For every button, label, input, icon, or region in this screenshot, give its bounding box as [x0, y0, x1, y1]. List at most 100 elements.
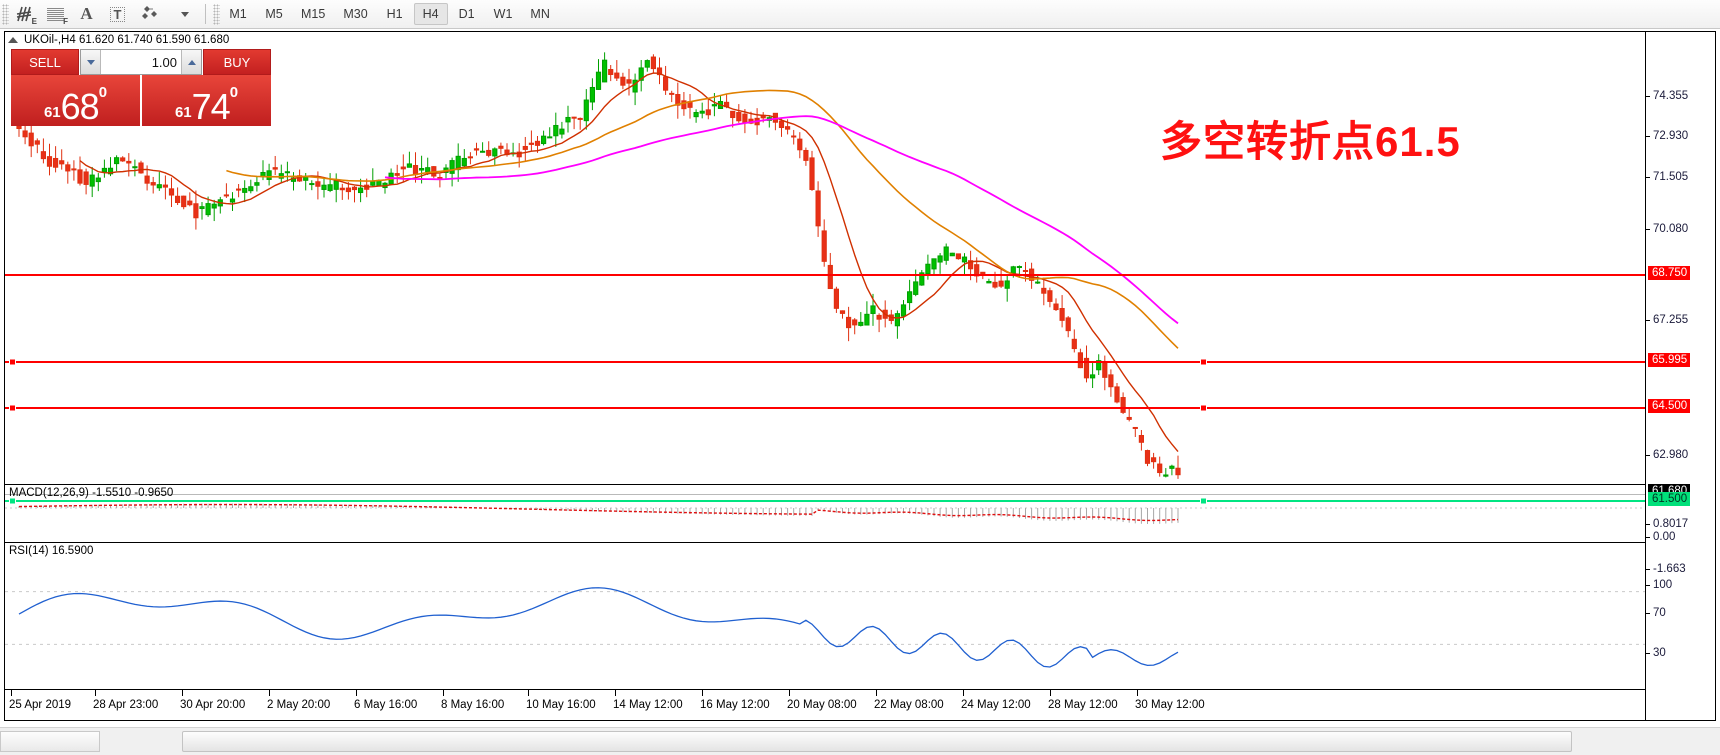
timeframe-button-m30[interactable]: M30: [343, 7, 368, 21]
time-axis-tick: [269, 690, 270, 696]
sell-price-display[interactable]: 61 68 0: [11, 75, 140, 126]
time-axis-label: 6 May 16:00: [354, 699, 418, 711]
templates-sub-label: F: [63, 16, 68, 26]
macd-axis-tick: [1646, 524, 1650, 525]
timeframe-button-m1[interactable]: M1: [229, 7, 247, 21]
toolbar-grip[interactable]: [2, 3, 9, 25]
price-axis-tick: [1646, 229, 1650, 230]
time-axis-tick: [11, 690, 12, 696]
time-axis-label: 16 May 12:00: [700, 699, 770, 711]
price-level-badge-red[interactable]: 65.995: [1648, 353, 1691, 367]
price-level-line[interactable]: [5, 407, 1645, 409]
time-axis-label: 20 May 08:00: [787, 699, 857, 711]
macd-axis-label: 0.00: [1653, 531, 1676, 543]
chart-info-text: UKOil-,H4 61.620 61.740 61.590 61.680: [24, 33, 230, 46]
buy-price-fraction: 0: [229, 84, 239, 101]
time-axis-tick: [443, 690, 444, 696]
level-line-handle[interactable]: [9, 404, 16, 412]
volume-input[interactable]: 1.00: [151, 54, 177, 70]
timeframe-button-h4[interactable]: H4: [413, 3, 448, 25]
sell-price-main: 68: [60, 86, 100, 126]
chart-frame[interactable]: UKOil-,H4 61.620 61.740 61.590 61.680 多空…: [4, 31, 1716, 721]
timeframe-grip[interactable]: [213, 3, 220, 25]
timeframe-button-h1[interactable]: H1: [386, 7, 403, 21]
volume-increase-button[interactable]: [181, 50, 201, 74]
text-tool-icon[interactable]: A: [80, 4, 93, 23]
rsi-canvas: [5, 587, 1645, 668]
sell-button[interactable]: SELL: [11, 49, 79, 75]
price-chart-canvas: [16, 52, 1181, 479]
timeframe-button-w1[interactable]: W1: [493, 7, 513, 21]
text-label-tool-icon[interactable]: T: [102, 1, 133, 28]
buy-button[interactable]: BUY: [203, 49, 271, 75]
price-axis-label: 70.080: [1653, 223, 1689, 235]
volume-decrease-button[interactable]: [81, 50, 101, 74]
price-pane[interactable]: [5, 32, 1645, 485]
time-axis-tick: [615, 690, 616, 696]
time-axis-tick: [528, 690, 529, 696]
trade-panel-top-row: SELL 1.00 BUY: [11, 49, 271, 75]
price-axis-tick: [1646, 177, 1650, 178]
time-axis-label: 22 May 08:00: [874, 699, 944, 711]
sell-price-prefix: 61: [43, 104, 61, 121]
timeframe-button-m5[interactable]: M5: [265, 7, 283, 21]
time-axis-label: 28 May 12:00: [1048, 699, 1118, 711]
objects-icon[interactable]: [133, 1, 169, 28]
rsi-axis-tick: [1646, 613, 1650, 614]
time-axis-tick: [182, 690, 183, 696]
level-line-handle[interactable]: [1200, 358, 1207, 366]
price-axis-label: 72.930: [1653, 130, 1689, 142]
price-axis[interactable]: 74.355 72.930 71.505 70.080 68.750 67.255 65.9…: [1645, 32, 1715, 720]
macd-axis-tick: [1646, 537, 1650, 538]
level-line-handle[interactable]: [9, 497, 16, 505]
time-axis-tick: [1050, 690, 1051, 696]
price-level-badge-red[interactable]: 64.500: [1648, 399, 1691, 413]
indicators-icon[interactable]: E: [9, 1, 40, 28]
timeframe-button-mn[interactable]: MN: [530, 7, 550, 21]
price-axis-label: 62.980: [1653, 449, 1689, 461]
price-level-line[interactable]: [5, 274, 1645, 276]
time-axis-label: 8 May 16:00: [441, 699, 505, 711]
objects-dropdown-icon[interactable]: [169, 1, 200, 28]
price-level-line[interactable]: [5, 500, 1645, 502]
time-axis-tick: [963, 690, 964, 696]
horizontal-scrollbar[interactable]: [0, 727, 1720, 755]
rsi-axis-tick: [1646, 585, 1650, 586]
toolbar-divider: [205, 4, 206, 24]
level-line-handle[interactable]: [9, 358, 16, 366]
timeframe-button-d1[interactable]: D1: [458, 7, 475, 21]
price-level-line[interactable]: [5, 361, 1645, 363]
time-axis[interactable]: 25 Apr 2019 28 Apr 23:00 30 Apr 20:00 2 May…: [5, 690, 1645, 720]
templates-icon[interactable]: F: [40, 1, 71, 28]
volume-stepper[interactable]: 1.00: [80, 49, 202, 75]
time-axis-label: 28 Apr 23:00: [93, 699, 159, 711]
macd-axis-label: 0.8017: [1653, 518, 1689, 530]
chart-annotation[interactable]: 多空转折点61.5: [1160, 118, 1461, 165]
sell-price-fraction: 0: [98, 84, 108, 101]
rsi-axis-label: 70: [1653, 607, 1666, 619]
price-level-badge-red[interactable]: 68.750: [1648, 266, 1691, 280]
time-axis-label: 24 May 12:00: [961, 699, 1031, 711]
price-axis-label: 71.505: [1653, 171, 1689, 183]
macd-pane[interactable]: MACD(12,26,9) -1.5510 -0.9650: [5, 486, 1645, 543]
indicators-sub-label: E: [31, 16, 37, 26]
time-axis-label: 30 May 12:00: [1135, 699, 1205, 711]
timeframe-button-m15[interactable]: M15: [301, 7, 326, 21]
time-axis-label: 30 Apr 20:00: [180, 699, 246, 711]
rsi-axis-tick: [1646, 653, 1650, 654]
one-click-trading-panel[interactable]: SELL 1.00 BUY 61 68 0 61 74 0: [11, 49, 271, 126]
buy-price-display[interactable]: 61 74 0: [142, 75, 271, 126]
buy-price-prefix: 61: [174, 104, 192, 121]
macd-axis-tick: [1646, 569, 1650, 570]
time-axis-label: 14 May 12:00: [613, 699, 683, 711]
scrollbar-thumb[interactable]: [182, 731, 1572, 752]
collapse-icon[interactable]: [8, 36, 18, 43]
time-axis-label: 25 Apr 2019: [9, 699, 72, 711]
time-axis-tick: [876, 690, 877, 696]
level-line-handle[interactable]: [1200, 404, 1207, 412]
scrollbar-track-left[interactable]: [0, 731, 100, 752]
price-level-badge-green[interactable]: 61.500: [1648, 492, 1691, 506]
rsi-pane[interactable]: RSI(14) 16.5900: [5, 544, 1645, 690]
level-line-handle[interactable]: [1200, 497, 1207, 505]
